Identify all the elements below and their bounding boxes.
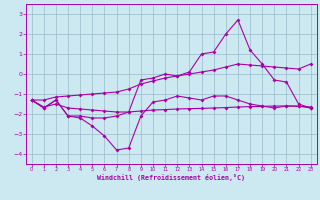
X-axis label: Windchill (Refroidissement éolien,°C): Windchill (Refroidissement éolien,°C) [97, 174, 245, 181]
